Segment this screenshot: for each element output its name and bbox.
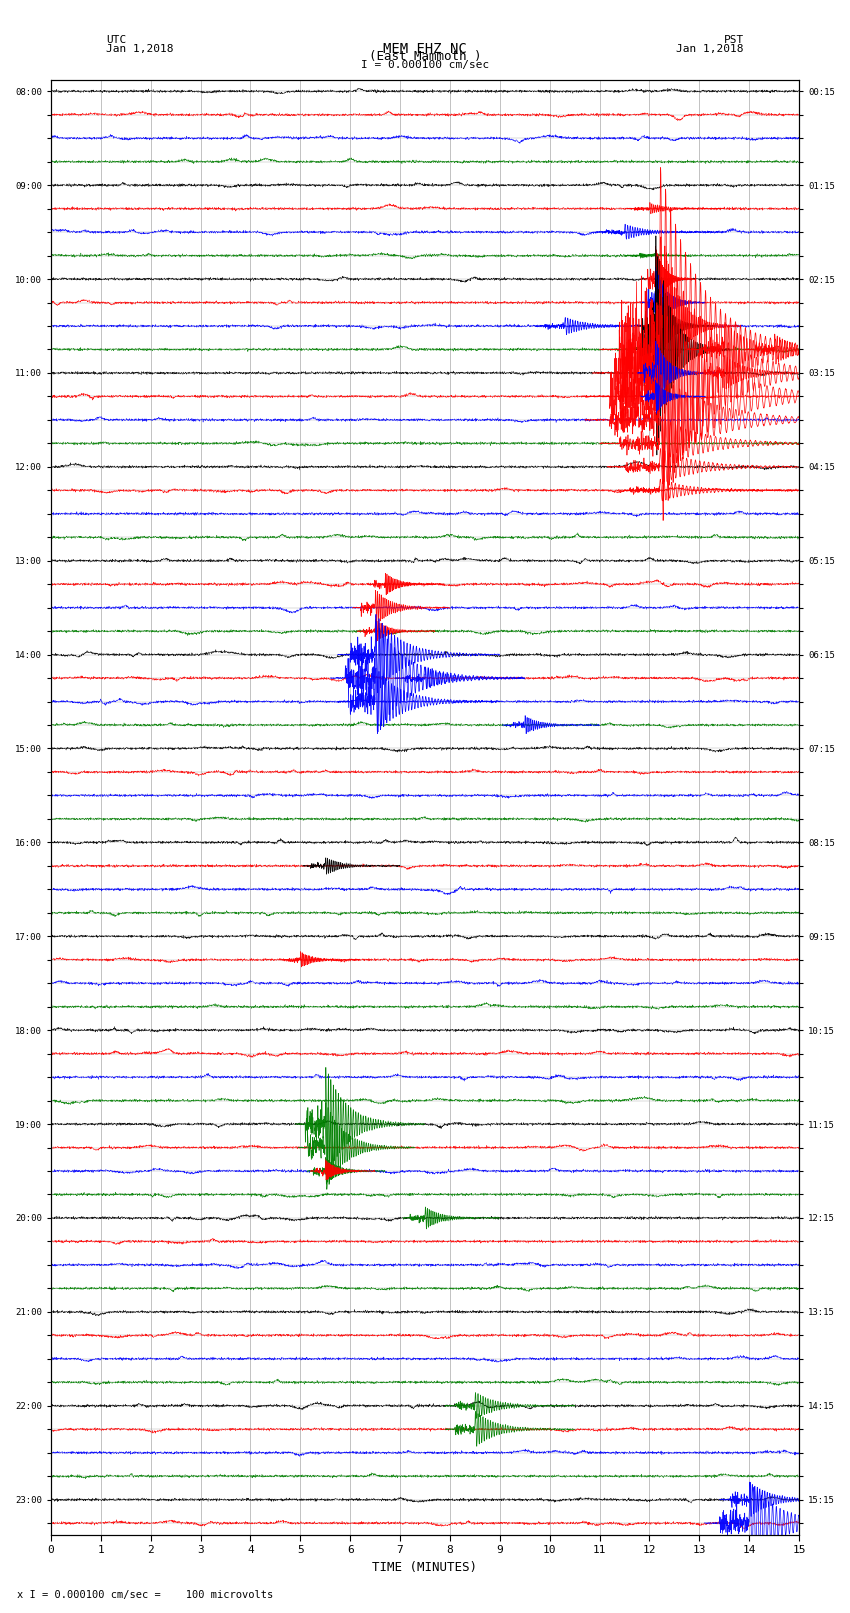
Text: MEM EHZ NC: MEM EHZ NC	[383, 42, 467, 56]
Text: Jan 1,2018: Jan 1,2018	[106, 44, 173, 53]
Text: I = 0.000100 cm/sec: I = 0.000100 cm/sec	[361, 60, 489, 69]
Text: Jan 1,2018: Jan 1,2018	[677, 44, 744, 53]
Text: (East Mammoth ): (East Mammoth )	[369, 50, 481, 63]
Text: PST: PST	[723, 35, 744, 45]
X-axis label: TIME (MINUTES): TIME (MINUTES)	[372, 1561, 478, 1574]
Text: x I = 0.000100 cm/sec =    100 microvolts: x I = 0.000100 cm/sec = 100 microvolts	[17, 1590, 273, 1600]
Text: UTC: UTC	[106, 35, 127, 45]
